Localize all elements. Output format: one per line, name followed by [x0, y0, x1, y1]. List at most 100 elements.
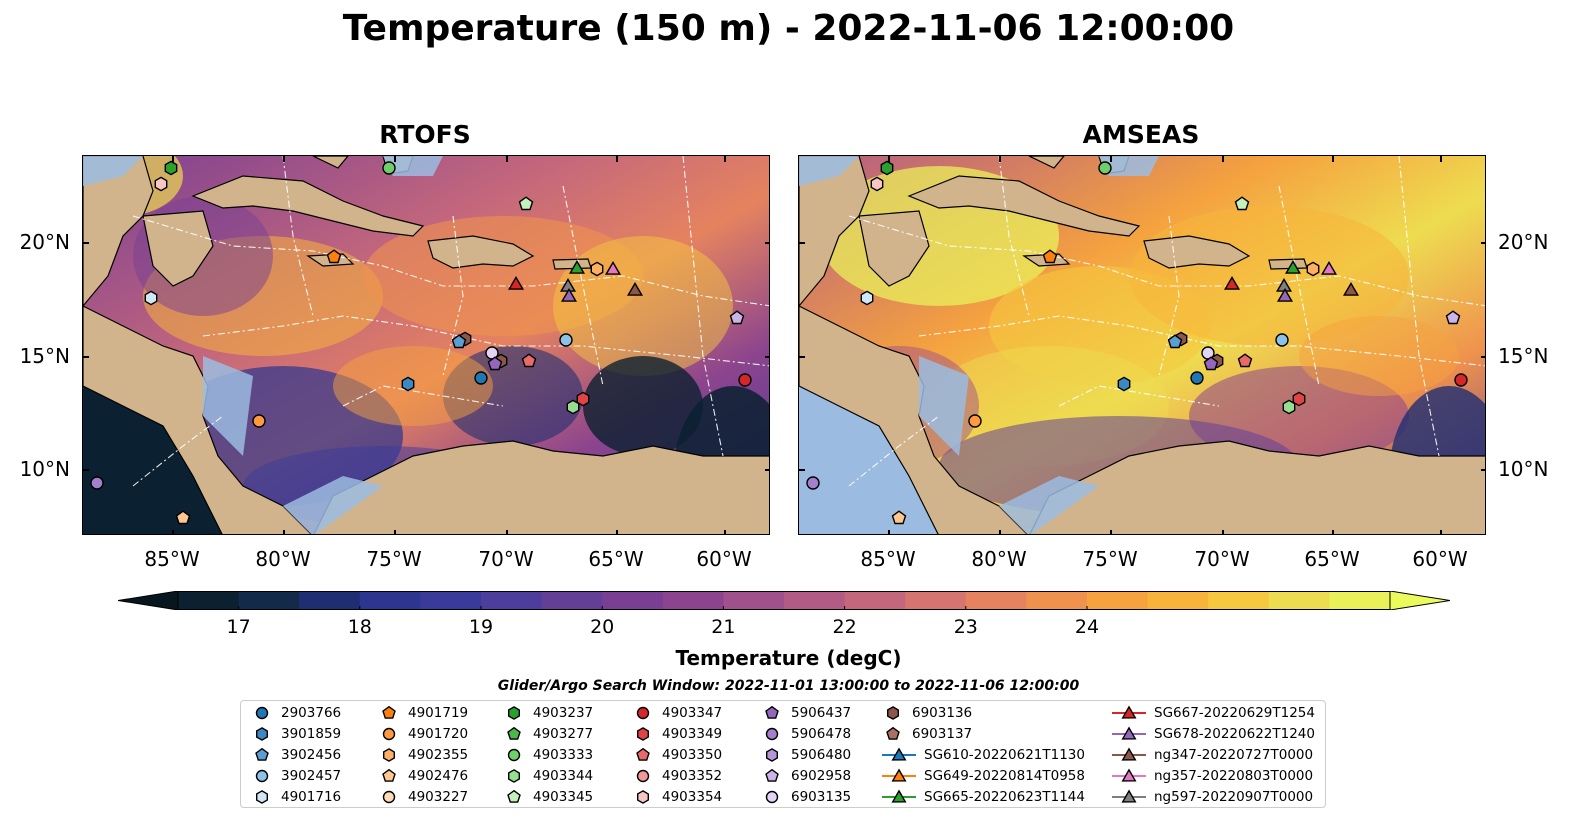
colorbar-segment [723, 591, 785, 610]
legend-marker-icon [886, 706, 899, 720]
colorbar-segment [965, 591, 1027, 610]
legend-marker-icon [507, 726, 521, 740]
legend-marker-icon [765, 790, 779, 804]
float-marker [1167, 334, 1183, 349]
lon-tick-right-60: 60°W [1412, 547, 1468, 571]
legend-marker-icon [382, 768, 396, 782]
legend-marker [382, 790, 396, 804]
legend-label: ng347-20220727T0000 [1154, 747, 1314, 763]
eez-boundary [1278, 185, 1320, 387]
colorbar-segment [1026, 591, 1088, 610]
eez-boundary [132, 415, 224, 487]
colorbar-segment [1329, 591, 1391, 610]
legend-entry: 2903766 [251, 703, 341, 723]
eez-boundary [998, 156, 1030, 317]
legend-entry: 6903136 [882, 703, 972, 723]
lon-tick-right-70: 70°W [1194, 547, 1250, 571]
float-marker [1098, 161, 1112, 175]
eez-boundary [132, 215, 769, 307]
land-mass [313, 440, 769, 534]
legend-label: 4901716 [281, 789, 342, 805]
float-marker [401, 376, 415, 392]
legend-label: 4901720 [408, 726, 469, 742]
legend-marker [636, 747, 650, 761]
legend-entry: 4903352 [632, 766, 722, 786]
float-marker [252, 414, 266, 428]
eez-boundary [1398, 156, 1440, 457]
legend-entry: SG665-20220623T1144 [882, 787, 1085, 807]
colorbar-segment [784, 591, 846, 610]
legend-entry: 4901720 [378, 724, 468, 744]
float-marker [1234, 196, 1250, 211]
legend-label: 4903349 [662, 726, 723, 742]
lat-tick-right-20: 20°N [1498, 230, 1549, 254]
legend-entry: 4903333 [503, 745, 593, 765]
lon-tick-right-65: 65°W [1304, 547, 1360, 571]
legend-marker-icon [255, 790, 268, 804]
rtofs-map-svg [83, 156, 769, 534]
lat-tick-right-15: 15°N [1498, 344, 1549, 368]
eez-boundary [848, 215, 1485, 307]
colorbar-tick-label: 18 [347, 616, 372, 638]
legend-marker-icon [382, 727, 396, 741]
legend-marker-icon [382, 705, 396, 719]
legend-marker [255, 747, 269, 761]
legend-marker-icon [765, 748, 778, 762]
map-panel-rtofs [82, 155, 770, 535]
legend-label: ng597-20220907T0000 [1154, 789, 1314, 805]
legend-marker [765, 705, 779, 719]
legend-marker [382, 748, 395, 762]
eez-boundary [848, 415, 940, 487]
legend-entry: 3901859 [251, 724, 341, 744]
land-mass [427, 235, 535, 269]
legend-marker [1121, 747, 1137, 761]
colorbar-segment [481, 591, 543, 610]
legend-label: SG678-20220622T1240 [1154, 726, 1315, 742]
legend-label: SG649-20220814T0958 [924, 768, 1085, 784]
pacific-ocean-area [799, 386, 938, 534]
legend-entry: ng347-20220727T0000 [1112, 745, 1313, 765]
float-marker [1445, 310, 1461, 325]
legend-label: 3902456 [281, 747, 342, 763]
lat-tick-left-20: 20°N [19, 230, 70, 254]
float-marker [507, 276, 525, 290]
legend-entry: 4903345 [503, 787, 593, 807]
pacific-ocean-area [83, 386, 222, 534]
legend-entry: 6903135 [761, 787, 851, 807]
float-marker [1276, 288, 1294, 302]
colorbar-segment [178, 591, 240, 610]
legend-entry: 4902355 [378, 745, 468, 765]
legend-marker [1121, 789, 1137, 803]
float-marker [451, 334, 467, 349]
legend-marker-icon [382, 748, 395, 762]
legend-entry: 4903350 [632, 745, 722, 765]
land-mass [1029, 440, 1485, 534]
lat-tick-left-10: 10°N [19, 457, 70, 481]
float-marker [1042, 249, 1058, 264]
legend-marker [765, 790, 779, 804]
legend-label: 5906480 [791, 747, 852, 763]
colorbar-segment [238, 591, 300, 610]
temperature-feature [1299, 316, 1459, 396]
float-marker [487, 356, 503, 371]
float-marker [1282, 399, 1296, 415]
legend-marker-icon [507, 748, 521, 762]
colorbar-under-extension [118, 591, 179, 610]
lat-tick-right-10: 10°N [1498, 457, 1549, 481]
legend-entry: 4903277 [503, 724, 593, 744]
colorbar-segment [420, 591, 482, 610]
temperature-feature [583, 356, 703, 456]
colorbar-segment [1268, 591, 1330, 610]
legend-entry: 3902457 [251, 766, 341, 786]
colorbar [118, 591, 1450, 610]
legend-marker [1121, 726, 1137, 740]
legend-entry: 6902958 [761, 766, 851, 786]
float-marker [806, 476, 820, 490]
float-marker [154, 176, 168, 192]
legend-label: 4903333 [533, 747, 594, 763]
float-marker [326, 249, 342, 264]
legend-entry: 4902476 [378, 766, 468, 786]
legend-marker [636, 706, 650, 720]
legend-marker-icon [255, 727, 268, 741]
lon-tick-left-65: 65°W [588, 547, 644, 571]
